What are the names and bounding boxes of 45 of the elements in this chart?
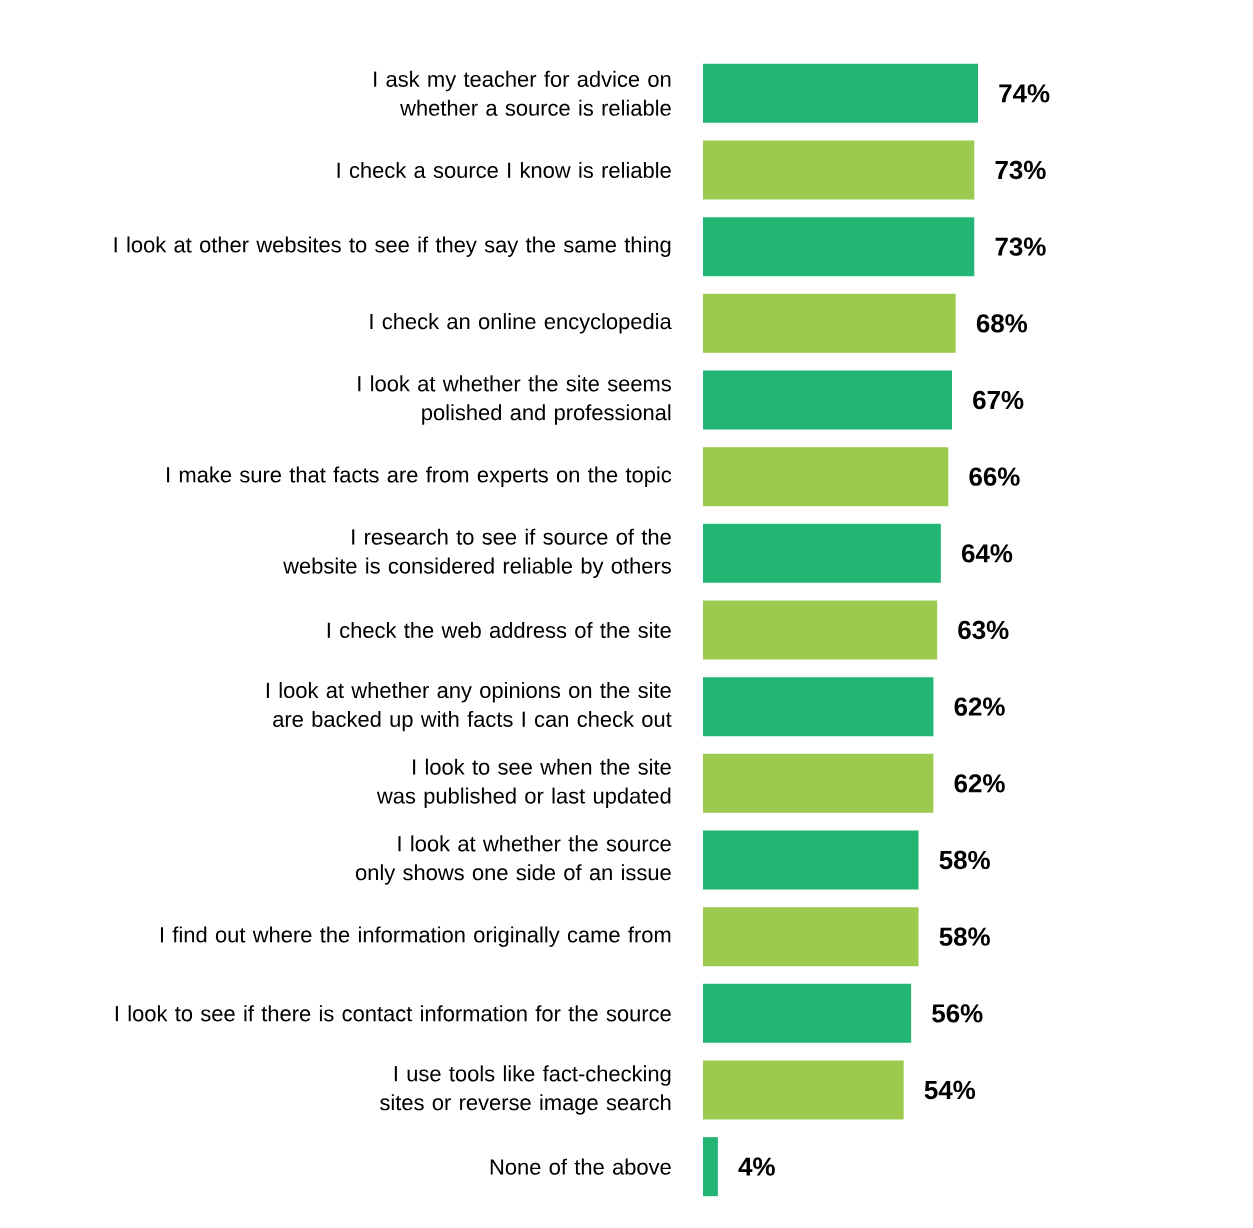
y-tick-label: I ask my teacher for advice on whether a source is reliable [374, 70, 671, 116]
data-label: 63% [958, 620, 1009, 640]
bar [703, 140, 975, 200]
bar [703, 63, 978, 123]
bar [703, 293, 956, 353]
bar [703, 753, 934, 813]
data-label: 73% [995, 160, 1046, 180]
data-label: 66% [969, 467, 1020, 486]
data-label: 56% [932, 1004, 983, 1023]
bar [703, 830, 919, 890]
data-label: 58% [939, 850, 990, 870]
bar [703, 523, 941, 583]
data-label: 54% [924, 1080, 976, 1100]
data-label: 68% [976, 314, 1028, 333]
data-label: 58% [939, 927, 990, 946]
bar [703, 1060, 904, 1120]
y-tick-label: I check an online encyclopedia [370, 313, 672, 334]
y-tick-label: I check the web address of the site [327, 621, 671, 639]
y-tick-label: I look to see if there is contact information for the source [115, 1005, 671, 1022]
data-label: 67% [973, 390, 1024, 410]
bar [703, 447, 949, 507]
data-label: 62% [954, 697, 1005, 716]
y-tick-label: I use tools like fact-checking sites or reverse image search [380, 1065, 671, 1115]
bar [703, 1137, 718, 1197]
y-tick-label: I look at whether the source only shows one side of an issue [355, 835, 671, 885]
y-tick-label: I research to see if source of the website is considered reliable by others [283, 528, 671, 578]
bar [703, 217, 975, 277]
bar [703, 600, 938, 660]
y-tick-label: None of the above [490, 1158, 671, 1175]
data-label: 64% [961, 544, 1013, 563]
y-tick-label: I make sure that facts are from experts on the topic [167, 466, 672, 487]
y-tick-label: I look at whether any opinions on the site are backed up with facts I can check out [266, 682, 672, 732]
y-tick-label: I find out where the information originally came from [160, 926, 671, 947]
data-label: 74% [999, 84, 1050, 103]
data-label: 73% [995, 237, 1046, 256]
y-tick-label: I look at other websites to see if they say the same thing [114, 236, 671, 257]
data-label: 62% [954, 774, 1005, 793]
y-tick-label: I look at whether the site seems polished and professional [358, 375, 671, 425]
bar [703, 907, 919, 967]
data-label: 4% [738, 1157, 775, 1176]
bar [703, 370, 952, 430]
bar [703, 677, 934, 737]
y-tick-label: I check a source I know is reliable [337, 161, 671, 179]
bar [703, 983, 912, 1043]
y-tick-label: I look to see when the site was published or last updated [376, 758, 671, 808]
